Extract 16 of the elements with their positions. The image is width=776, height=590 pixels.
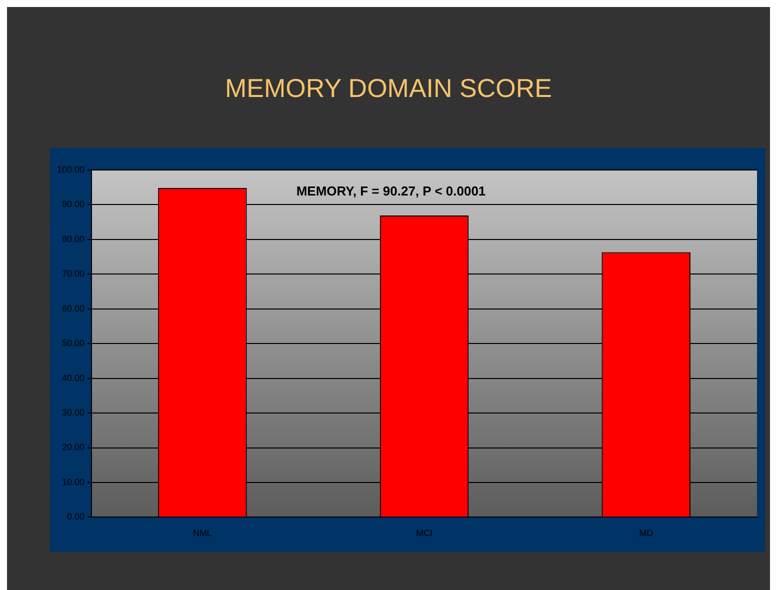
annotation: MEMORY, F = 90.27, P < 0.0001 bbox=[296, 184, 486, 199]
y-tick-label: 80.00 bbox=[62, 234, 85, 244]
y-tick-label: 70.00 bbox=[62, 268, 85, 279]
y-tick-label: 30.00 bbox=[62, 408, 85, 418]
y-tick-label: 20.00 bbox=[62, 442, 85, 452]
y-tick-label: 60.00 bbox=[62, 303, 85, 314]
y-tick-label: 10.00 bbox=[62, 476, 85, 487]
y-tick-label: 40.00 bbox=[62, 372, 85, 383]
chart-title: MEMORY DOMAIN SCORE bbox=[224, 73, 553, 104]
x-tick-label: MCI bbox=[416, 528, 433, 538]
y-tick-label: 50.00 bbox=[62, 338, 85, 348]
y-tick-label: 90.00 bbox=[62, 199, 85, 210]
x-tick-label: NML bbox=[192, 528, 212, 538]
x-tick-label: MD bbox=[639, 528, 654, 538]
y-tick-label: 0.00 bbox=[66, 512, 85, 522]
y-tick-label: 100.00 bbox=[56, 164, 85, 174]
